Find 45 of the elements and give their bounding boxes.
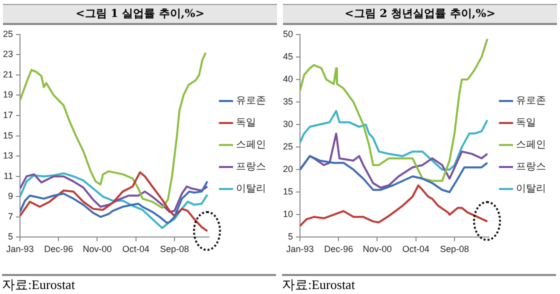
y-tick-label: 19 (2, 90, 14, 100)
y-tick-label: 5 (288, 232, 294, 242)
y-tick-label: 7 (8, 211, 14, 222)
y-tick-label: 50 (282, 28, 294, 39)
x-tick-label: Oct-04 (122, 244, 150, 254)
y-tick-label: 11 (4, 170, 14, 181)
x-tick-label: Nov-00 (362, 244, 392, 254)
legend-label: 유로존 (236, 96, 266, 107)
y-tick-label: 25 (282, 142, 294, 152)
legend-label: 이탈리 (236, 184, 266, 195)
chart-title: <그림 1 실업률 추이,%> (3, 4, 277, 25)
y-tick-label: 15 (2, 130, 14, 140)
x-tick-label: Jan-93 (286, 244, 314, 254)
y-tick-label: 10 (282, 209, 294, 220)
text: 자료:Eurostat (2, 274, 276, 294)
x-tick-label: Dec-96 (44, 244, 74, 254)
x-tick-label: Sep-08 (160, 244, 190, 254)
legend-label: 유로존 (516, 96, 546, 107)
y-tick-label: 21 (2, 69, 14, 80)
legend-label: 독일 (236, 118, 256, 129)
x-tick-label: Sep-08 (440, 244, 470, 254)
x-tick-label: Dec-96 (324, 244, 354, 254)
y-tick-label: 20 (282, 164, 294, 174)
y-tick-label: 35 (282, 96, 294, 106)
x-tick-label: Nov-00 (82, 244, 112, 254)
y-tick-label: 45 (282, 51, 294, 62)
legend-label: 프랑스 (516, 162, 546, 173)
y-tick-label: 5 (8, 232, 14, 242)
chart-title: <그림 2 청년실업률 추이,%> (283, 4, 557, 25)
legend-label: 독일 (516, 118, 536, 129)
y-tick-label: 9 (8, 191, 14, 202)
y-tick-label: 40 (282, 74, 294, 84)
y-tick-label: 17 (2, 110, 14, 120)
y-tick-label: 30 (282, 119, 294, 130)
y-tick-label: 25 (2, 28, 14, 39)
legend-label: 이탈리 (516, 184, 546, 195)
legend-label: 스페인 (516, 140, 546, 151)
y-tick-label: 13 (2, 150, 14, 161)
x-tick-label: Jan-93 (6, 244, 34, 254)
y-tick-label: 23 (2, 49, 14, 60)
legend-label: 스페인 (236, 140, 266, 151)
y-tick-label: 15 (282, 186, 294, 197)
legend-label: 프랑스 (236, 162, 266, 173)
x-tick-label: Oct-04 (402, 244, 430, 254)
text: 자료:Eurostat (282, 274, 556, 294)
